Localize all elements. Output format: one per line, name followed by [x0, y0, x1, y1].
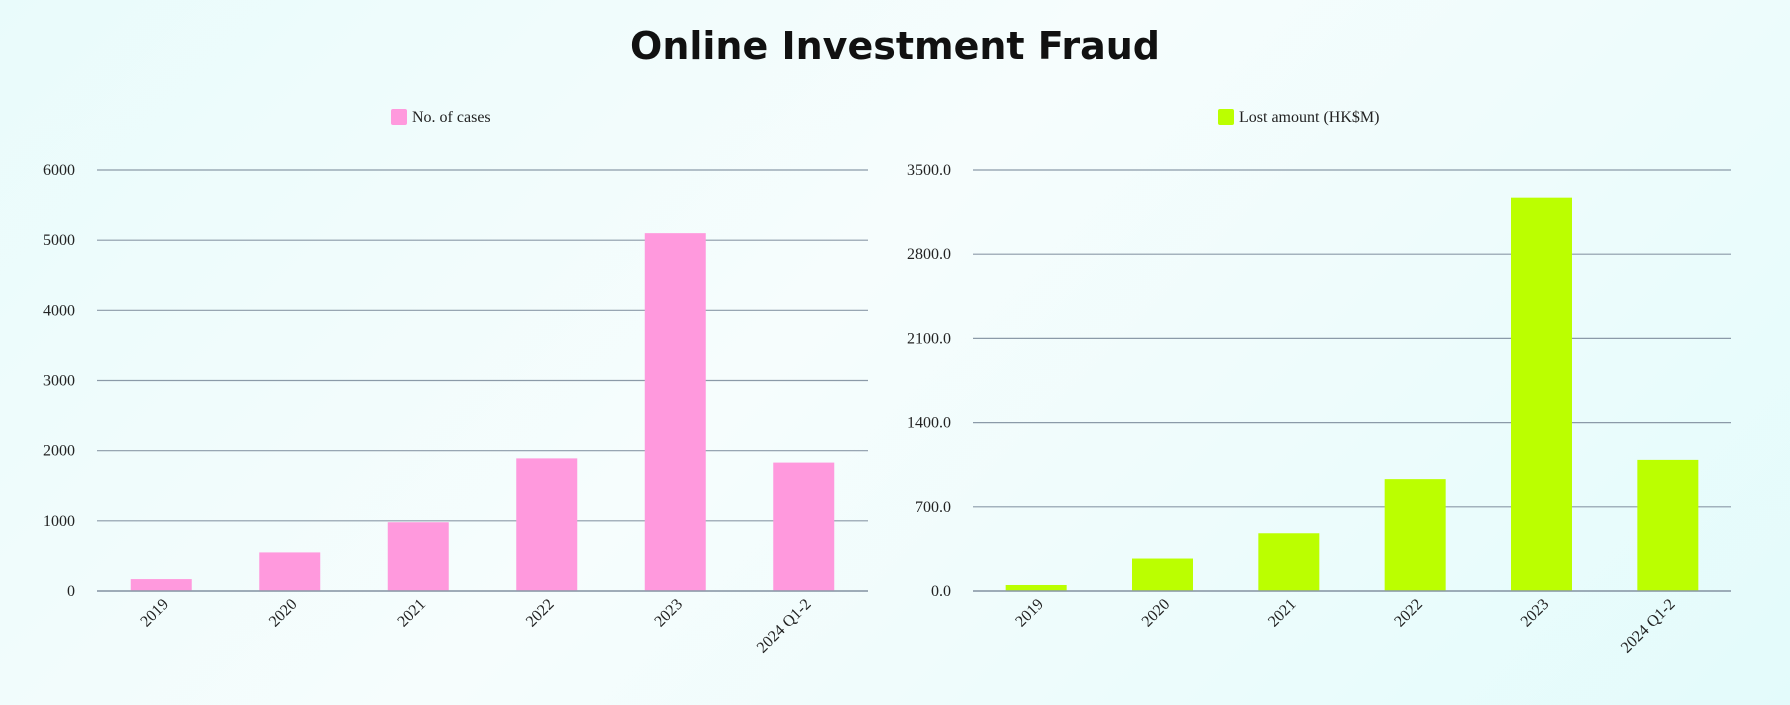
cases-bar[interactable] — [644, 233, 706, 591]
page-title: Online Investment Fraud — [630, 24, 1160, 68]
cases-y-tick-label: 2000 — [43, 443, 75, 460]
cases-bar[interactable] — [387, 522, 449, 591]
lost-legend-swatch — [1218, 109, 1234, 125]
cases-y-tick-label: 3000 — [43, 373, 75, 390]
cases-bar[interactable] — [516, 458, 578, 591]
lost-bar[interactable] — [1511, 197, 1572, 591]
cases-y-tick-label: 1000 — [43, 513, 75, 530]
lost-bar[interactable] — [1132, 558, 1193, 591]
lost-x-tick-label: 2019 — [1012, 596, 1047, 631]
cases-bar[interactable] — [259, 552, 321, 591]
lost-x-tick-label: 2022 — [1391, 596, 1426, 631]
lost-y-tick-label: 700.0 — [915, 499, 951, 516]
lost-legend[interactable]: Lost amount (HK$M) — [1218, 109, 1379, 126]
lost-bar[interactable] — [1258, 533, 1320, 591]
lost-x-tick-label: 2024 Q1-2 — [1618, 596, 1679, 657]
lost-x-tick-label: 2023 — [1518, 596, 1553, 631]
lost-y-tick-label: 2100.0 — [907, 330, 951, 347]
cases-bar[interactable] — [130, 579, 192, 591]
cases-bar[interactable] — [773, 462, 835, 591]
lost-bar[interactable] — [1637, 459, 1699, 591]
lost-x-tick-label: 2021 — [1265, 596, 1300, 631]
lost-y-tick-label: 1400.0 — [907, 415, 951, 432]
cases-legend-label: No. of cases — [412, 109, 491, 126]
lost-bar[interactable] — [1384, 479, 1446, 591]
cases-y-tick-label: 0 — [67, 583, 75, 600]
lost-x-tick-label: 2020 — [1139, 596, 1174, 631]
lost-y-tick-label: 2800.0 — [907, 246, 951, 263]
cases-legend[interactable]: No. of cases — [391, 109, 491, 126]
lost-y-tick-label: 0.0 — [931, 583, 951, 600]
cases-y-tick-label: 5000 — [43, 232, 75, 249]
cases-legend-swatch — [391, 109, 407, 125]
cases-y-tick-label: 4000 — [43, 302, 75, 319]
cases-y-tick-label: 6000 — [43, 162, 75, 179]
lost-bar[interactable] — [1005, 584, 1067, 591]
lost-y-tick-label: 3500.0 — [907, 162, 951, 179]
lost-legend-label: Lost amount (HK$M) — [1239, 109, 1379, 126]
